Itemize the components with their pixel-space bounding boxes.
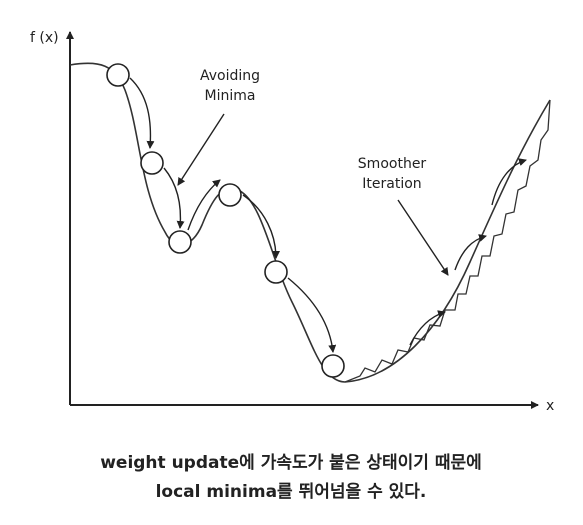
- arrow: [491, 158, 527, 206]
- loss-curve: [69, 62, 551, 383]
- annotation: Avoiding: [200, 68, 260, 84]
- annotation: Iteration: [362, 176, 421, 192]
- ball: [168, 230, 192, 254]
- caption: weight update에 가속도가 붙은 상태이기 때문에: [100, 453, 482, 473]
- caption: local minima를 뛰어넘을 수 있다.: [156, 482, 427, 502]
- pointer-arrow: [177, 113, 225, 186]
- ball: [264, 260, 288, 284]
- ball: [218, 183, 242, 207]
- annotation: Smoother: [358, 156, 427, 172]
- iteration-path: [344, 99, 551, 383]
- y-axis-label: f (x): [30, 30, 59, 46]
- balls: [106, 63, 345, 378]
- arrow: [409, 310, 446, 346]
- ball: [106, 63, 130, 87]
- arrow: [129, 77, 155, 149]
- ball: [140, 151, 164, 175]
- move-arrows: [129, 77, 527, 353]
- arrow: [454, 234, 487, 271]
- annotation: Minima: [205, 88, 256, 104]
- ball: [321, 354, 345, 378]
- arrow: [187, 179, 221, 231]
- arrow: [242, 194, 280, 259]
- arrow: [287, 277, 337, 353]
- arrow: [163, 167, 185, 229]
- pointer-arrow: [397, 199, 449, 276]
- x-axis-label: x: [546, 398, 554, 414]
